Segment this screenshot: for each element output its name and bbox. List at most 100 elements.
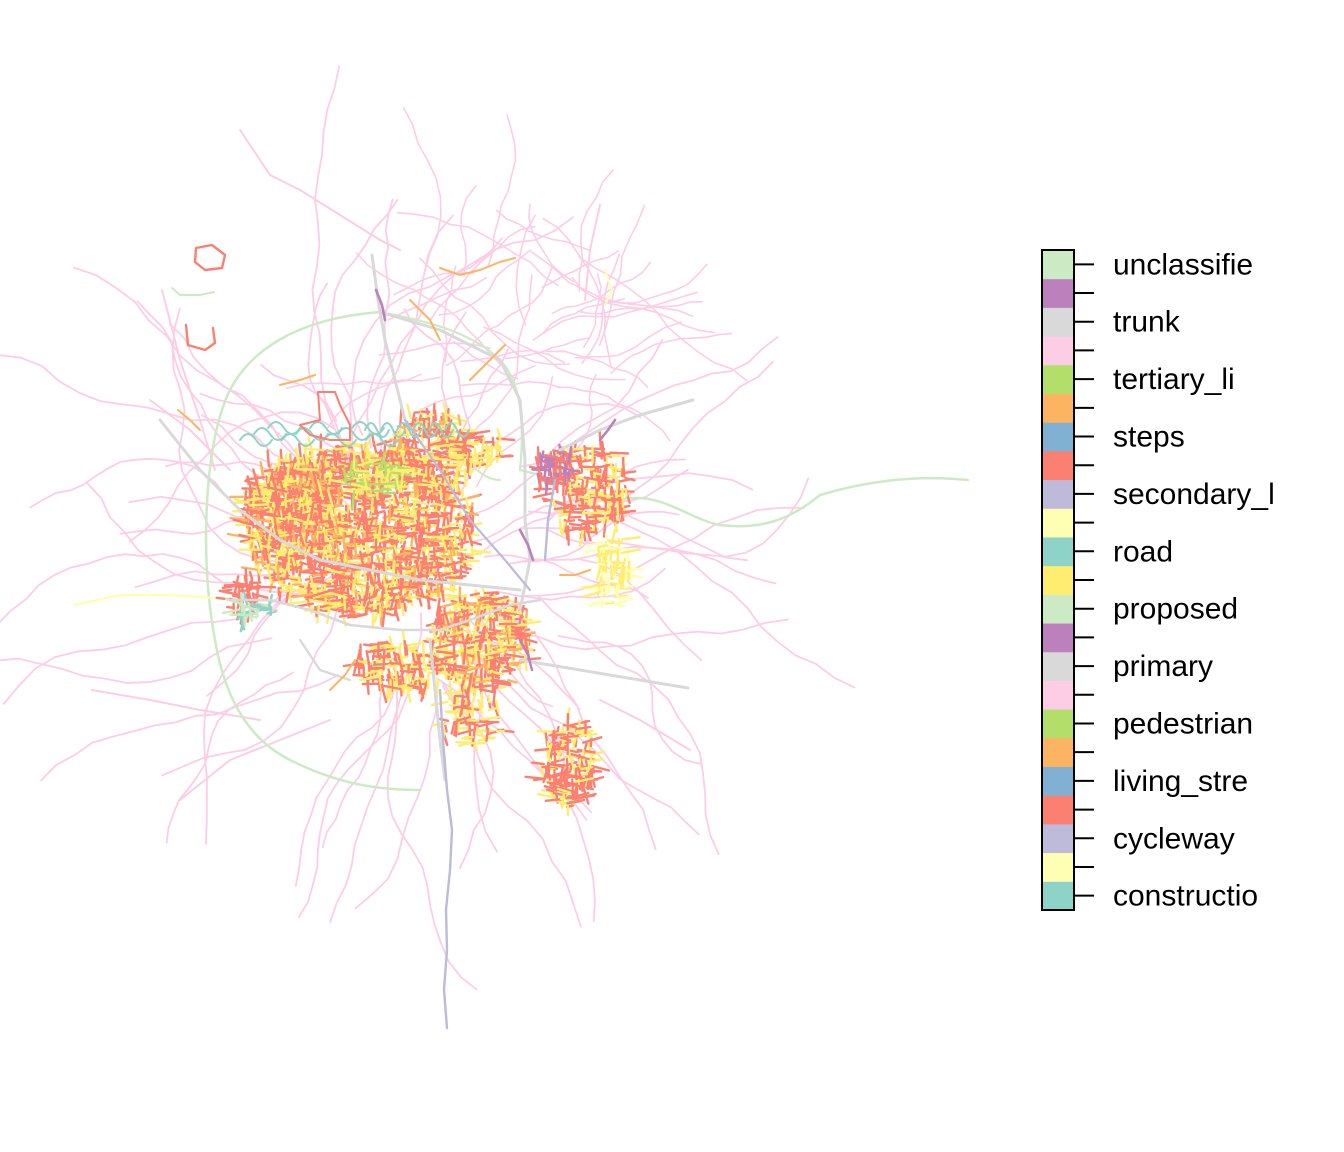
legend-label: proposed xyxy=(1113,593,1238,626)
street-segment xyxy=(497,442,503,456)
street-segment xyxy=(582,591,601,598)
street-segment xyxy=(382,649,386,671)
legend-label: road xyxy=(1113,535,1173,568)
street-segment xyxy=(560,792,566,809)
minor-road xyxy=(165,671,294,844)
street-segment xyxy=(310,461,317,484)
street-segment xyxy=(408,463,426,470)
street-segment xyxy=(425,622,437,627)
street-segment xyxy=(417,594,437,602)
street-segment xyxy=(587,514,604,519)
street-segment xyxy=(220,588,233,593)
street-segment xyxy=(346,546,353,559)
street-segment xyxy=(305,447,325,452)
street-segment xyxy=(465,441,480,445)
street-segment xyxy=(380,586,385,601)
street-segment xyxy=(283,552,289,570)
minor-road xyxy=(530,250,694,317)
street-segment xyxy=(339,483,343,495)
street-segment xyxy=(460,737,472,741)
street-segment xyxy=(327,509,332,529)
minor-road xyxy=(574,356,649,389)
legend-swatch xyxy=(1042,680,1074,710)
street-segment xyxy=(436,443,455,448)
street-segment xyxy=(273,498,280,518)
street-segment xyxy=(239,507,258,513)
street-segment xyxy=(555,479,560,490)
street-segment xyxy=(252,497,256,508)
street-segment xyxy=(455,540,469,546)
street-segment xyxy=(344,450,353,454)
street-segment xyxy=(468,459,473,476)
street-segment xyxy=(620,548,641,555)
street-segment xyxy=(277,517,287,521)
street-segment xyxy=(349,460,354,476)
street-segment xyxy=(506,660,526,666)
street-segment xyxy=(238,533,255,540)
street-segment xyxy=(440,662,463,668)
street-segment xyxy=(333,529,339,549)
street-segment xyxy=(361,450,365,459)
street-segment xyxy=(253,551,258,565)
minor-road xyxy=(354,689,437,910)
street-segment xyxy=(408,450,411,461)
legend-swatch xyxy=(1042,594,1074,624)
minor-road xyxy=(285,376,441,389)
minor-road xyxy=(519,360,774,530)
street-segment xyxy=(242,605,247,628)
minor-road xyxy=(515,214,536,327)
minor-road xyxy=(85,481,324,594)
legend-label: primary xyxy=(1113,650,1213,683)
street-segment xyxy=(404,465,415,469)
street-segment xyxy=(490,595,509,602)
street-segment xyxy=(297,527,305,547)
street-segment xyxy=(304,576,326,581)
street-segment xyxy=(480,436,486,453)
street-segment xyxy=(609,564,613,579)
street-segment xyxy=(276,465,283,486)
street-segment xyxy=(400,654,405,665)
street-segment xyxy=(407,555,428,561)
street-segment xyxy=(502,608,523,615)
street-segment xyxy=(393,544,399,555)
street-segment xyxy=(530,761,546,766)
street-segment xyxy=(320,595,334,598)
street-segment xyxy=(610,505,614,522)
street-segment xyxy=(392,535,407,539)
street-segment xyxy=(564,482,569,496)
street-segment xyxy=(341,580,354,585)
street-segment xyxy=(428,465,436,483)
street-segment xyxy=(251,511,274,516)
street-segment xyxy=(616,595,630,600)
minor-road xyxy=(545,321,683,358)
street-segment xyxy=(332,449,337,467)
street-segment xyxy=(562,772,577,778)
street-segment xyxy=(331,534,343,539)
street-segment xyxy=(488,632,493,642)
street-segment xyxy=(489,445,494,466)
street-segment xyxy=(441,587,458,592)
legend-swatch xyxy=(1042,852,1074,882)
street-segment xyxy=(364,512,370,534)
street-segment xyxy=(556,800,574,807)
street-segment xyxy=(221,585,235,590)
street-segment xyxy=(582,583,604,589)
street-segment xyxy=(574,777,594,783)
street-segment xyxy=(312,499,324,505)
street-segment xyxy=(435,677,439,700)
street-segment xyxy=(248,570,254,581)
street-segment xyxy=(449,477,457,500)
legend-swatch xyxy=(1042,479,1074,509)
street-segment xyxy=(395,571,411,575)
street-segment xyxy=(371,433,376,448)
street-segment xyxy=(394,606,400,622)
street-segment xyxy=(265,562,273,584)
minor-road xyxy=(297,666,415,919)
street-segment xyxy=(353,659,359,674)
street-segment xyxy=(604,533,612,551)
minor-road xyxy=(452,402,642,506)
street-segment xyxy=(594,478,614,484)
street-segment xyxy=(312,595,322,599)
street-segment xyxy=(452,572,457,590)
street-segment xyxy=(464,555,474,560)
